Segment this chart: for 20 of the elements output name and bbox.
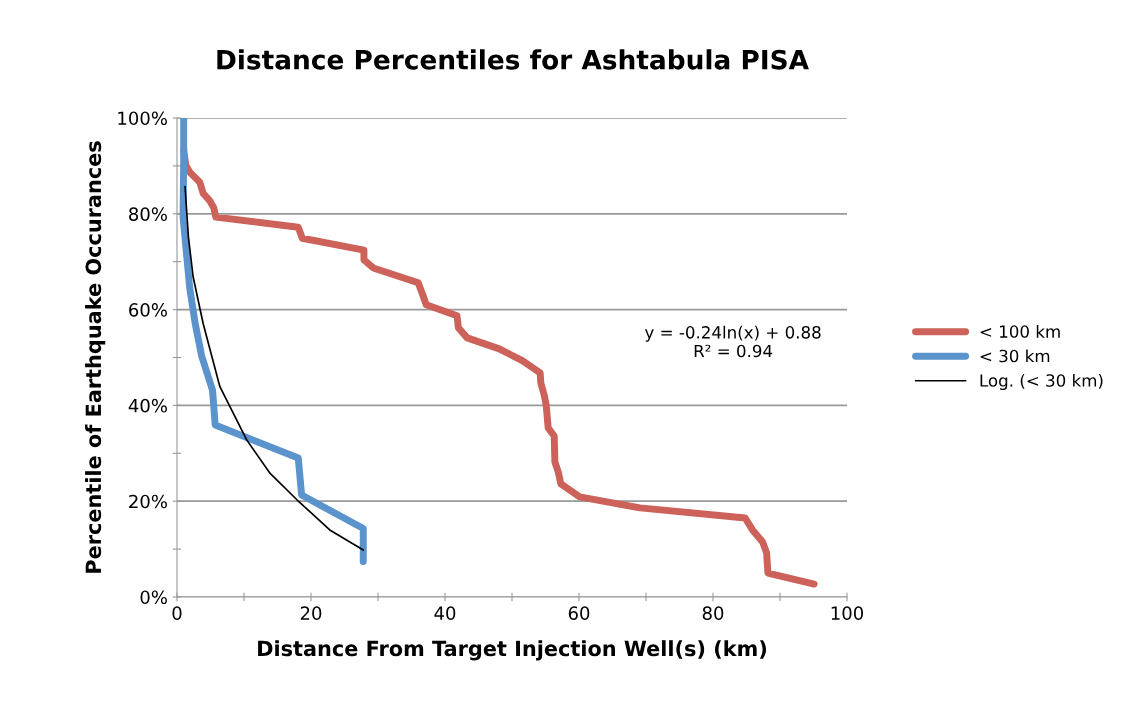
chart-title: Distance Percentiles for Ashtabula PISA: [217, 49, 809, 70]
x-tick-label: 80: [702, 606, 724, 620]
x-tick-label: 100: [831, 606, 864, 620]
y-tick-label: 100%: [118, 111, 167, 126]
legend-label: < 100 km: [980, 324, 1060, 338]
y-tick-label: 60%: [129, 303, 167, 317]
y-tick-label: 20%: [129, 494, 167, 509]
x-tick-label: 40: [434, 606, 456, 620]
legend-label: Log. (< 30 km): [980, 373, 1103, 391]
y-tick-label: 0%: [140, 590, 167, 605]
y-tick-label: 40%: [128, 398, 167, 413]
x-axis-title: Distance From Target Injection Well(s) (km): [258, 640, 767, 661]
legend-label: < 30 km: [980, 349, 1050, 363]
x-tick-label: 60: [568, 606, 590, 620]
line-series: [184, 185, 365, 551]
x-tick-label: 0: [172, 606, 182, 620]
y-axis-title: Percentile of Earthquake Occurances: [85, 141, 106, 573]
y-tick-label: 80%: [129, 207, 167, 221]
x-tick-label: 20: [300, 606, 322, 620]
annotation: y = -0.24ln(x) + 0.88 R² = 0.94: [644, 325, 821, 358]
